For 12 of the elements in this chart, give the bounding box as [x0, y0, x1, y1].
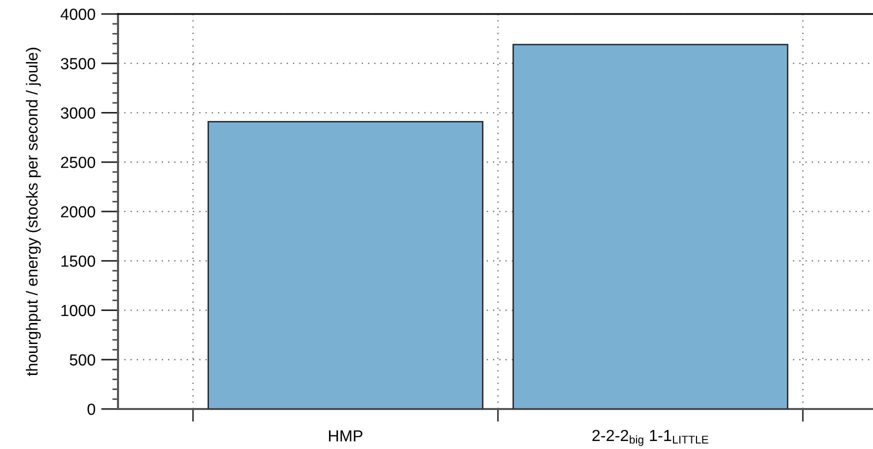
y-tick-label: 2500 — [61, 156, 96, 168]
y-axis-title: thourghput / energy (stocks per second / joule) — [26, 48, 41, 376]
x-tick-label: HMP — [329, 430, 362, 442]
x-tick-label: 2-2-2$_{big}$ 1-1$_{LITTLE}$ — [592, 430, 708, 446]
y-tick-label: 2000 — [61, 206, 96, 218]
y-tick-label: 1500 — [61, 256, 96, 267]
y-tick-label: 500 — [70, 354, 96, 366]
y-tick-label: 1000 — [61, 304, 96, 316]
y-tick-label: 3000 — [60, 107, 96, 119]
y-tick-label: 0 — [88, 404, 96, 415]
y-tick-label: 4000 — [60, 8, 96, 20]
y-tick-label: 3500 — [60, 58, 96, 70]
